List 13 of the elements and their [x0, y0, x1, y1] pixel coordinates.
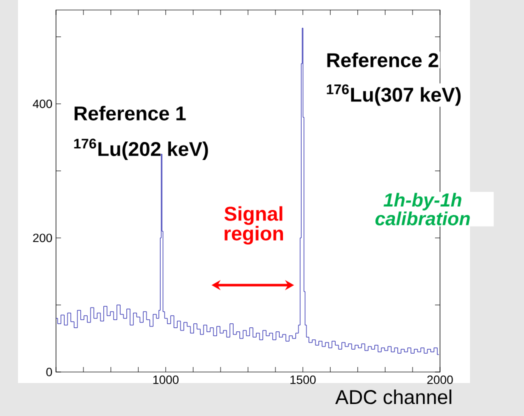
annotation: Reference 1 [74, 106, 186, 120]
annotation: 1h-by-1h calibration [375, 192, 470, 226]
annotation: Signal region [224, 206, 283, 245]
x-tick-label: 2000 [427, 376, 453, 384]
y-tick-label: 200 [33, 234, 52, 242]
x-axis-title: ADC channel [335, 390, 452, 404]
x-tick-label: 1000 [153, 376, 179, 384]
x-tick-label: 1500 [290, 376, 316, 384]
annotation: $^{176}$Lu(202 keV) [74, 138, 208, 160]
annotation: $^{176}$Lu(307 keV) [326, 84, 461, 106]
y-tick-label: 0 [46, 368, 52, 376]
y-tick-label: 400 [32, 100, 52, 108]
annotation: Reference 2 [327, 52, 438, 68]
